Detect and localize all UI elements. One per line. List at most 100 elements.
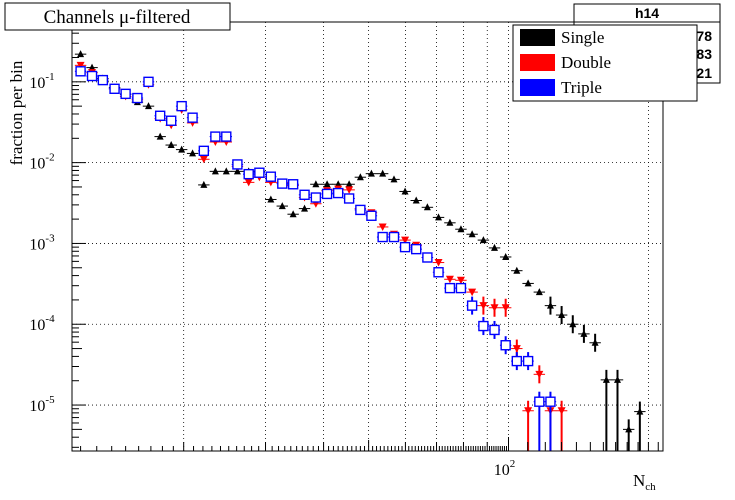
data-point <box>433 267 444 278</box>
data-point <box>345 180 353 188</box>
data-point <box>535 370 544 379</box>
data-point <box>434 259 443 267</box>
legend-label-double: Double <box>561 53 611 72</box>
data-point <box>312 180 320 188</box>
data-point <box>490 304 499 312</box>
x-axis-title-sub: ch <box>645 481 656 493</box>
data-point <box>557 407 566 415</box>
data-point <box>200 180 208 188</box>
data-point <box>466 300 478 311</box>
data-point <box>445 275 454 284</box>
data-point <box>602 375 610 383</box>
y-tick-label: 10-1 <box>29 71 54 92</box>
data-point <box>233 167 241 175</box>
data-point <box>468 288 477 297</box>
data-point <box>478 320 489 332</box>
data-point <box>456 276 465 285</box>
data-point <box>491 243 499 251</box>
data-point <box>345 186 354 194</box>
data-point <box>591 338 599 346</box>
data-point <box>501 304 510 312</box>
data-point <box>636 407 644 415</box>
data-point <box>558 311 566 319</box>
stats-box-name: h14 <box>635 5 659 21</box>
data-point <box>355 204 366 216</box>
data-point <box>444 282 456 294</box>
data-point <box>221 131 232 142</box>
data-point <box>211 167 219 175</box>
data-point <box>399 241 411 253</box>
data-point <box>379 169 387 177</box>
stats-box-value-3: 21 <box>696 65 712 81</box>
data-point <box>156 132 164 140</box>
data-point <box>154 110 166 121</box>
data-point <box>198 145 210 157</box>
data-point <box>446 218 454 226</box>
data-point <box>287 179 299 190</box>
legend-label-single: Single <box>561 28 604 47</box>
stats-box-value-2: 83 <box>696 46 712 62</box>
data-point <box>524 279 532 287</box>
data-point <box>366 210 377 221</box>
data-point <box>513 266 521 274</box>
data-point <box>411 243 422 255</box>
data-point <box>332 187 344 199</box>
data-point <box>378 223 387 231</box>
data-point <box>187 112 198 123</box>
data-point <box>277 178 288 189</box>
y-tick-label: 10-3 <box>29 232 55 253</box>
data-point <box>132 92 143 104</box>
data-point <box>189 149 197 157</box>
data-point <box>423 203 431 211</box>
data-point <box>524 407 533 415</box>
data-point <box>511 355 523 367</box>
data-point <box>489 324 500 336</box>
y-tick-label: 10-5 <box>29 394 55 415</box>
data-point <box>120 88 131 100</box>
y-tick-label: 10-4 <box>29 313 55 334</box>
data-point <box>165 115 177 126</box>
data-point <box>301 204 309 212</box>
series-triple <box>74 66 557 451</box>
chart-title: Channels μ-filtered <box>44 7 191 28</box>
data-point <box>512 345 521 353</box>
data-point <box>176 100 187 112</box>
data-point <box>109 83 120 94</box>
data-point <box>613 375 621 383</box>
data-point <box>143 76 154 88</box>
data-point <box>265 171 277 182</box>
data-point <box>412 196 420 204</box>
data-point <box>75 66 86 77</box>
data-point <box>625 425 633 433</box>
data-point <box>243 168 254 180</box>
data-point <box>88 63 96 71</box>
data-point <box>468 230 476 238</box>
data-point <box>232 159 243 170</box>
data-point <box>546 301 554 309</box>
data-series <box>74 50 646 451</box>
data-point <box>356 173 364 181</box>
legend-swatch-single <box>520 29 555 46</box>
y-tick-label: 10-2 <box>29 152 54 173</box>
data-point <box>457 225 465 233</box>
x-axis-title: Nch <box>633 471 656 493</box>
y-axis-title: fraction per bin <box>7 60 26 165</box>
data-point <box>535 288 543 296</box>
x-tick-label: 102 <box>494 458 516 479</box>
x-axis-title-main: N <box>633 471 645 490</box>
data-point <box>401 187 409 195</box>
axis-ticks: 10-1 10-2 10-3 10-4 10-5 102 <box>29 24 659 479</box>
legend: Single Double Triple <box>512 24 698 102</box>
data-point <box>254 167 265 178</box>
data-point <box>343 193 355 204</box>
data-point <box>310 192 322 203</box>
data-point <box>278 202 286 210</box>
data-point <box>502 252 510 260</box>
data-point <box>178 145 186 153</box>
data-point <box>86 70 98 82</box>
plot-frame <box>71 21 664 452</box>
data-point <box>455 282 467 294</box>
legend-swatch-double <box>520 54 555 71</box>
data-point <box>580 329 588 337</box>
legend-swatch-triple <box>520 79 555 96</box>
